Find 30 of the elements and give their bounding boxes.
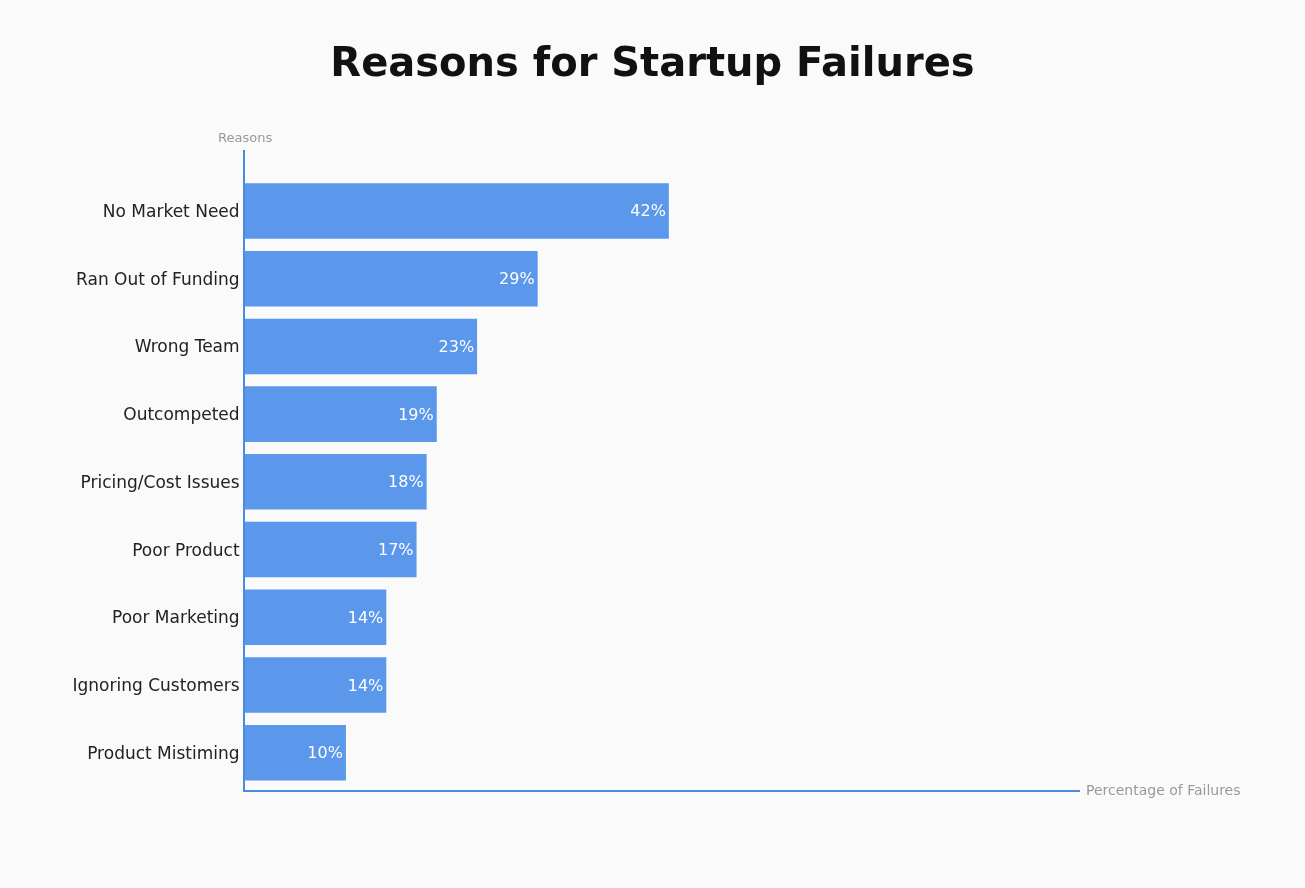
y-tick-label: Pricing/Cost Issues: [80, 471, 240, 492]
data-label: 23%: [438, 336, 475, 356]
bar: [245, 318, 478, 375]
text: Percentage of Failures: [1086, 782, 1241, 798]
bar: [245, 521, 417, 578]
y-tick-label: Poor Marketing: [112, 607, 240, 628]
y-tick-label: Wrong Team: [134, 336, 240, 357]
data-label: 14%: [347, 675, 384, 695]
bar: [245, 454, 427, 510]
data-label: 14%: [347, 607, 384, 627]
data-label: 17%: [378, 540, 414, 560]
chart-title: Reasons for Startup Failures: [330, 39, 975, 86]
bar: [245, 724, 346, 781]
bar: [245, 589, 387, 646]
data-label: 18%: [388, 472, 424, 492]
y-axis-title: Reasons: [218, 130, 273, 145]
bar: [245, 386, 437, 442]
y-tick-label: Ignoring Customers: [72, 674, 240, 695]
bar: [245, 250, 538, 307]
y-tick-label: Poor Product: [132, 539, 240, 560]
y-tick-label: Outcompeted: [123, 404, 240, 425]
y-tick-label: No Market Need: [102, 200, 240, 221]
data-label: 29%: [499, 269, 535, 289]
bar: [245, 657, 387, 713]
y-tick-label: Ran Out of Funding: [76, 268, 240, 289]
data-label: 19%: [398, 404, 434, 424]
y-tick-label: Product Mistiming: [87, 742, 240, 763]
data-label: 10%: [307, 743, 343, 763]
data-label: 42%: [630, 201, 666, 221]
bar: [245, 183, 669, 239]
